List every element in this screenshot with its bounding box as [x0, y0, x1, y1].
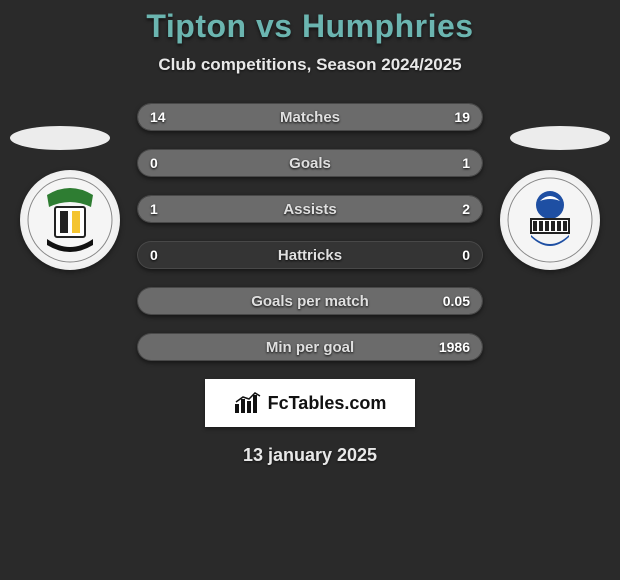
stat-row: Assists1 2: [137, 195, 483, 223]
stat-value-right: 0: [462, 242, 470, 268]
date-line: 13 january 2025: [0, 445, 620, 466]
player-name-pill-right: [510, 126, 610, 150]
stat-value-left: 0: [150, 242, 158, 268]
stat-row: Min per goal1986: [137, 333, 483, 361]
brand-box: FcTables.com: [205, 379, 415, 427]
stat-row: Goals per match0.05: [137, 287, 483, 315]
stat-value-left: 14: [150, 104, 166, 130]
player-name-pill-left: [10, 126, 110, 150]
stat-label: Goals: [138, 150, 482, 176]
stat-label: Goals per match: [138, 288, 482, 314]
stat-rows: Matches1419Goals01Assists12Hattricks00Go…: [137, 103, 483, 361]
stat-label: Assists: [138, 196, 482, 222]
stat-label: Min per goal: [138, 334, 482, 360]
brand-text: FcTables.com: [268, 393, 387, 414]
stat-value-right: 0.05: [443, 288, 470, 314]
stat-value-left: 0: [150, 150, 158, 176]
club-crest-left-icon: [27, 177, 113, 263]
page-subtitle: Club competitions, Season 2024/2025: [0, 55, 620, 75]
stat-value-right: 1986: [439, 334, 470, 360]
brand-chart-icon: [234, 392, 262, 414]
stat-label: Hattricks: [138, 242, 482, 268]
club-badge-left: [20, 170, 120, 270]
stat-value-left: 1: [150, 196, 158, 222]
comparison-card: Tipton vs Humphries Club competitions, S…: [0, 0, 620, 580]
stat-row: Hattricks0 0: [137, 241, 483, 269]
stat-value-right: 1: [462, 150, 470, 176]
stat-row: Matches14 19: [137, 103, 483, 131]
stat-label: Matches: [138, 104, 482, 130]
stat-value-right: 2: [462, 196, 470, 222]
stat-value-right: 19: [454, 104, 470, 130]
club-badge-right: [500, 170, 600, 270]
stat-row: Goals0 1: [137, 149, 483, 177]
club-crest-right-icon: [507, 177, 593, 263]
page-title: Tipton vs Humphries: [0, 8, 620, 45]
